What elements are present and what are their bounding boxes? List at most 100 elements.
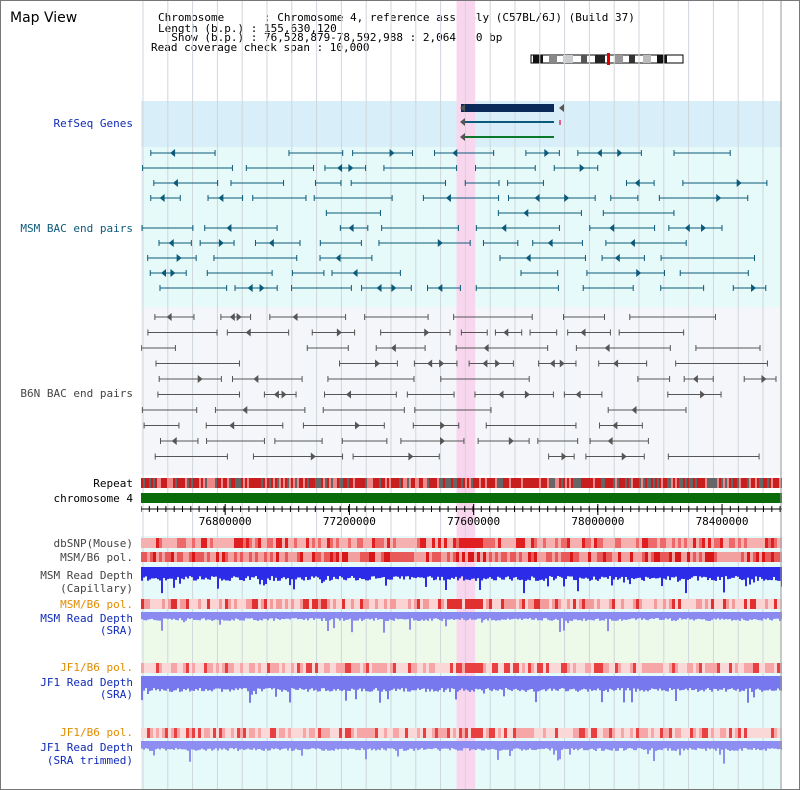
msm-sra-depth-bar: [323, 612, 325, 619]
jf1-b6-pol-trimmed-heat-cell: [270, 728, 273, 738]
coverage-span-info-line: Read coverage check span : 10,000: [151, 41, 370, 54]
track-canvas[interactable]: 76800000 77200000 77600000 78000000 78400000: [140, 1, 798, 789]
msm-b6-pol-heat-cell: [525, 552, 528, 562]
msm-b6-pol-sra-heat-cell: [573, 599, 576, 609]
msm-capillary-depth-bar: [211, 567, 213, 577]
jf1-b6-pol-trimmed-label[interactable]: JF1/B6 pol.: [60, 726, 133, 739]
repeat-segment: [589, 478, 591, 488]
msm-b6-pol-sra-label[interactable]: MSM/B6 pol.: [60, 598, 133, 611]
jf1-trimmed-depth-bar: [395, 741, 397, 751]
jf1-trimmed-depth-bar: [637, 741, 639, 749]
jf1-b6-pol-heat-cell: [624, 663, 627, 673]
jf1-b6-pol-heat-cell: [201, 663, 204, 673]
jf1-b6-pol-heat-cell: [165, 663, 168, 673]
jf1-trimmed-depth-bar: [257, 741, 259, 750]
jf1-sra-depth-bar: [403, 676, 405, 692]
jf1-sra-depth-bar: [565, 676, 567, 692]
jf1-trimmed-depth-bar: [493, 741, 495, 750]
msm-bac-pair-arrow: [629, 239, 635, 247]
jf1-trimmed-depth-bar: [713, 741, 715, 750]
repeat-segment: [255, 478, 257, 488]
repeat-segment: [233, 478, 235, 488]
chromosome-label[interactable]: chromosome 4: [53, 492, 133, 505]
msm-capillary-depth-bar: [373, 567, 375, 577]
msm-b6-pol-heat-cell: [189, 552, 192, 562]
jf1-sra-depth-bar: [719, 676, 721, 690]
jf1-read-depth-trimmed-label-1[interactable]: JF1 Read Depth: [40, 741, 133, 754]
msm-read-depth-sra-label-1[interactable]: MSM Read Depth: [40, 612, 133, 625]
msm-b6-pol-heat-cell: [207, 552, 210, 562]
repeat-segment: [751, 478, 753, 488]
jf1-trimmed-depth-bar: [501, 741, 503, 751]
repeat-segment: [189, 478, 191, 488]
jf1-sra-depth-bar: [219, 676, 221, 689]
repeat-segment: [721, 478, 723, 488]
jf1-sra-depth-bar: [635, 676, 637, 692]
refseq-gene-end-marker: [559, 120, 561, 125]
jf1-sra-depth-bar: [365, 676, 367, 692]
jf1-b6-pol-heat-cell: [723, 663, 726, 673]
jf1-trimmed-depth-bar: [779, 741, 781, 749]
repeat-segment: [327, 478, 329, 488]
msm-b6-pol-sra-heat-cell: [498, 599, 501, 609]
jf1-b6-pol-trimmed-heat-cell: [462, 728, 465, 738]
msm-capillary-depth-bar: [743, 567, 745, 580]
dbsnp-heat-cell: [198, 538, 201, 548]
jf1-b6-pol-heat-cell: [444, 663, 447, 673]
jf1-b6-pol-heat-cell: [516, 663, 519, 673]
msm-capillary-depth-bar: [761, 567, 763, 579]
jf1-sra-depth-bar: [397, 676, 399, 689]
repeat-label[interactable]: Repeat: [93, 477, 133, 490]
jf1-b6-pol-heat-cell: [336, 663, 339, 673]
msm-b6-pol-heat-cell: [537, 552, 540, 562]
jf1-sra-depth-bar: [223, 676, 225, 690]
jf1-b6-pol-trimmed-heat-cell: [498, 728, 501, 738]
jf1-trimmed-depth-bar: [249, 741, 251, 750]
msm-bac-end-pairs-label[interactable]: MSM BAC end pairs: [20, 222, 133, 235]
msm-capillary-depth-bar: [467, 567, 469, 580]
jf1-trimmed-depth-bar: [465, 741, 467, 749]
jf1-trimmed-depth-bar: [393, 741, 395, 750]
jf1-trimmed-depth-bar: [377, 741, 379, 750]
repeat-segment: [381, 478, 383, 488]
msm-b6-pol-sra-heat-cell: [741, 599, 744, 609]
dbsnp-heat-cell: [486, 538, 489, 548]
msm-read-depth-capillary-label-1[interactable]: MSM Read Depth: [40, 569, 133, 582]
jf1-b6-pol-label[interactable]: JF1/B6 pol.: [60, 661, 133, 674]
repeat-segment: [659, 478, 661, 488]
dbsnp-heat-cell: [582, 538, 585, 548]
jf1-b6-pol-trimmed-heat-cell: [384, 728, 387, 738]
msm-bac-pair-arrow: [716, 194, 722, 202]
msm-sra-depth-bar: [575, 612, 577, 620]
jf1-trimmed-depth-bar: [473, 741, 475, 750]
jf1-b6-pol-trimmed-heat-cell: [603, 728, 606, 738]
repeat-segment: [519, 478, 521, 488]
msm-capillary-depth-bar: [305, 567, 307, 577]
jf1-sra-depth-bar: [671, 676, 673, 691]
repeat-segment: [689, 478, 691, 488]
jf1-b6-pol-trimmed-heat-cell: [465, 728, 468, 738]
dbsnp-label[interactable]: dbSNP(Mouse): [53, 537, 133, 550]
repeat-segment: [531, 478, 533, 488]
repeat-segment: [723, 478, 725, 488]
chromosome-ideogram[interactable]: [529, 53, 685, 65]
msm-sra-depth-bar: [749, 612, 751, 620]
jf1-b6-pol-trimmed-heat-cell: [441, 728, 444, 738]
repeat-segment: [623, 478, 625, 488]
msm-b6-pol-sra-heat-cell: [468, 599, 471, 609]
dbsnp-heat-cell: [621, 538, 624, 548]
jf1-trimmed-depth-bar: [337, 741, 339, 750]
refseq-genes-label[interactable]: RefSeq Genes: [53, 117, 133, 130]
dbsnp-heat-cell: [564, 538, 567, 548]
b6n-bac-end-pairs-label[interactable]: B6N BAC end pairs: [20, 387, 133, 400]
msm-b6-pol-label[interactable]: MSM/B6 pol.: [60, 551, 133, 564]
jf1-sra-depth-bar: [697, 676, 699, 692]
msm-b6-pol-sra-heat-cell: [624, 599, 627, 609]
msm-sra-depth-bar: [373, 612, 375, 621]
jf1-trimmed-depth-bar: [517, 741, 519, 749]
repeat-segment: [663, 478, 665, 488]
msm-sra-depth-bar: [145, 612, 147, 621]
jf1-sra-depth-bar: [601, 676, 603, 703]
jf1-read-depth-sra-label-1[interactable]: JF1 Read Depth: [40, 676, 133, 689]
repeat-segment: [645, 478, 647, 488]
